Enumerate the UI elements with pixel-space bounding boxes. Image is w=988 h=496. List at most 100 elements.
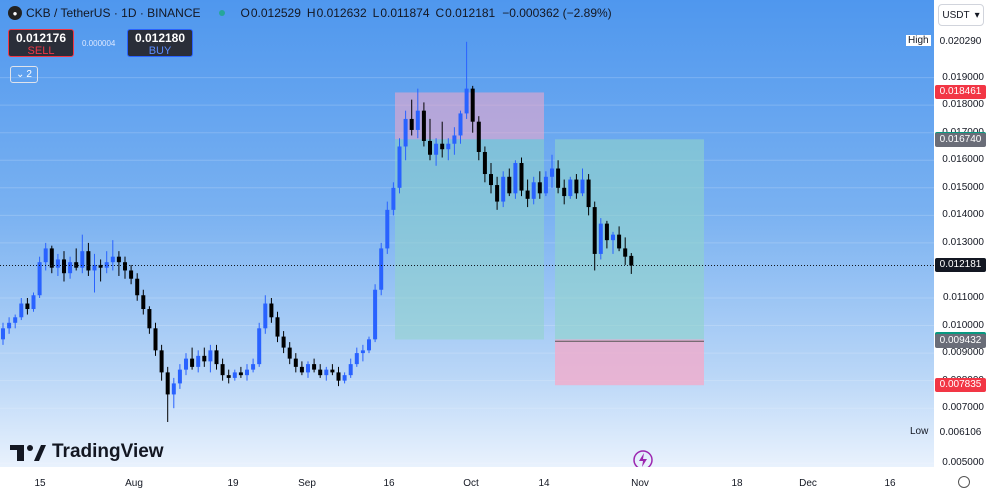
tradingview-logo[interactable]: TradingView: [10, 441, 164, 463]
candle-body: [421, 110, 426, 141]
buy-label: BUY: [148, 45, 172, 57]
candle-body: [257, 328, 262, 365]
candle-body: [598, 223, 603, 254]
candle-body: [440, 143, 445, 150]
candle-body: [495, 185, 500, 202]
candle-body: [360, 350, 365, 354]
high-key: H: [306, 6, 316, 20]
candle-body: [330, 369, 335, 373]
currency-select[interactable]: USDT ▾: [938, 4, 984, 26]
time-tick-label: 15: [34, 478, 46, 489]
candle-body: [110, 256, 115, 263]
candle-body: [98, 264, 103, 268]
time-tick-label: Aug: [125, 478, 143, 489]
candle-body: [1, 328, 5, 340]
candle-body: [446, 143, 451, 150]
candle-body: [568, 179, 573, 197]
candle-body: [104, 262, 109, 268]
candle-body: [293, 358, 298, 367]
price-tick-label: 0.009000: [942, 347, 984, 359]
candle-body: [141, 295, 146, 310]
candle-body: [367, 339, 371, 351]
candle-body: [202, 355, 207, 362]
brand-name: TradingView: [52, 441, 164, 462]
ohlc-values: O0.012529 H0.012632 L0.011874 C0.012181 …: [241, 6, 612, 20]
price-tick-label: 0.017000: [942, 127, 984, 138]
time-tick-label: Dec: [799, 478, 817, 489]
candle-body: [470, 88, 475, 122]
candle-body: [184, 358, 188, 370]
candle-body: [562, 187, 567, 197]
open-value: 0.012529: [250, 6, 301, 20]
close-value: 0.012181: [445, 6, 496, 20]
candle-body: [135, 278, 140, 296]
candle-body: [318, 369, 323, 376]
candle-body: [336, 372, 341, 381]
symbol-title[interactable]: CKB / TetherUS · 1D · BINANCE: [26, 6, 201, 20]
candle-body: [550, 168, 554, 177]
candle-body: [7, 322, 12, 329]
candle-body: [171, 383, 176, 395]
time-axis[interactable]: [0, 467, 988, 496]
candle-body: [245, 369, 249, 376]
candle-body: [489, 174, 493, 186]
candle-body: [482, 151, 487, 175]
candle-body: [611, 234, 615, 241]
price-tick-label: 0.018000: [942, 99, 984, 111]
chevron-down-icon: ⌄: [16, 69, 25, 80]
sell-label: SELL: [27, 45, 55, 57]
candle-body: [324, 369, 329, 376]
candle-body: [556, 168, 561, 188]
stop-zone-2: [555, 339, 704, 386]
candle-body: [592, 207, 597, 254]
candle-body: [129, 270, 134, 279]
candle-body: [123, 262, 127, 271]
candle-body: [409, 118, 414, 130]
settings-icon[interactable]: [958, 476, 970, 488]
price-axis[interactable]: [934, 0, 988, 467]
market-status-icon: [218, 10, 225, 16]
price-tick-label: 0.015000: [942, 181, 984, 193]
candle-body: [617, 234, 622, 249]
candle-body: [43, 248, 48, 263]
price-tag: 0.012181: [935, 258, 986, 273]
price-tick-label: 0.011000: [943, 292, 984, 303]
candle-body: [25, 303, 30, 310]
candle-body: [513, 163, 518, 194]
lightning-icon[interactable]: [632, 449, 654, 467]
price-tag: 0.006106: [939, 426, 982, 438]
candle-body: [391, 187, 396, 210]
candle-body: [397, 146, 402, 188]
candle-body: [452, 135, 457, 144]
stop-zone-1: [395, 92, 544, 140]
candle-body: [251, 364, 256, 370]
candle-body: [153, 328, 158, 351]
sell-button[interactable]: 0.012176 SELL: [8, 29, 74, 57]
time-tick-label: Sep: [298, 478, 316, 489]
price-tick-label: 0.016000: [942, 154, 984, 166]
candle-body: [574, 179, 579, 194]
candle-body: [354, 353, 359, 365]
candle-body: [476, 121, 481, 152]
candle-body: [623, 248, 628, 257]
candle-body: [275, 317, 280, 337]
buy-price: 0.012180: [134, 31, 186, 45]
time-tick-label: 14: [538, 478, 550, 489]
target-zone-1: [395, 139, 544, 340]
candle-body: [37, 262, 42, 296]
candle-body: [306, 364, 310, 373]
candle-body: [238, 372, 243, 376]
buy-button[interactable]: 0.012180 BUY: [127, 29, 193, 57]
price-tick-label: 0.013000: [942, 236, 984, 248]
symbol-legend: ● CKB / TetherUS · 1D · BINANCE O0.01252…: [8, 6, 612, 20]
candle-body: [19, 303, 24, 318]
candle-body: [501, 176, 506, 202]
candlestick-chart[interactable]: [0, 0, 934, 467]
indicators-toggle-button[interactable]: ⌄ 2: [10, 66, 38, 83]
candle-body: [62, 259, 66, 274]
candle-body: [604, 223, 609, 241]
chart-area[interactable]: ● CKB / TetherUS · 1D · BINANCE O0.01252…: [0, 0, 934, 467]
close-key: C: [435, 6, 445, 20]
change-value: −0.000362 (−2.89%): [502, 6, 612, 20]
candle-body: [74, 262, 79, 268]
